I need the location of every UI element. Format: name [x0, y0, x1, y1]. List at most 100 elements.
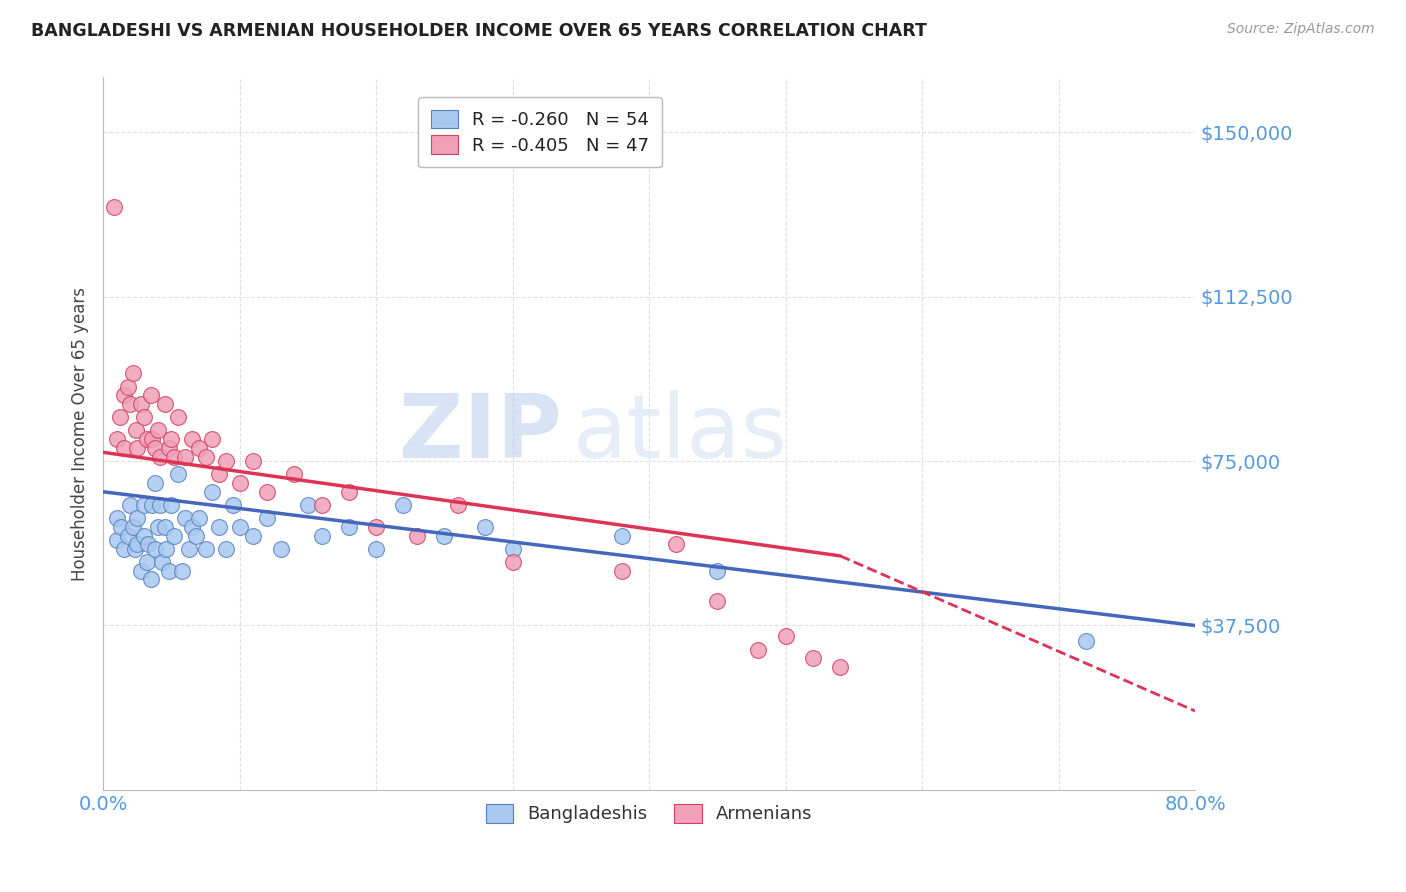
Point [112, 388, 135, 402]
Point [149, 450, 172, 464]
Point [117, 379, 139, 393]
Point [127, 441, 149, 455]
Point [174, 450, 197, 464]
Text: BANGLADESHI VS ARMENIAN HOUSEHOLDER INCOME OVER 65 YEARS CORRELATION CHART: BANGLADESHI VS ARMENIAN HOUSEHOLDER INCO… [31, 22, 927, 40]
Point [112, 541, 135, 556]
Point [120, 498, 142, 512]
Point [117, 528, 139, 542]
Point [112, 441, 135, 455]
Point [180, 520, 202, 534]
Point [366, 520, 388, 534]
Point [163, 528, 186, 542]
Point [160, 432, 183, 446]
Point [187, 511, 209, 525]
Legend: Bangladeshis, Armenians: Bangladeshis, Armenians [475, 793, 824, 834]
Point [297, 498, 319, 512]
Point [105, 533, 128, 547]
Point [337, 484, 360, 499]
Point [153, 520, 176, 534]
Point [747, 642, 769, 657]
Point [143, 441, 166, 455]
Point [215, 541, 238, 556]
Point [311, 498, 333, 512]
Point [131, 397, 153, 411]
Point [311, 528, 333, 542]
Point [201, 432, 224, 446]
Point [143, 475, 166, 490]
Point [392, 498, 415, 512]
Point [337, 520, 360, 534]
Point [157, 564, 180, 578]
Point [283, 467, 305, 482]
Point [108, 410, 131, 425]
Point [228, 520, 250, 534]
Point [208, 467, 231, 482]
Point [706, 564, 728, 578]
Point [122, 520, 145, 534]
Point [801, 651, 824, 665]
Point [132, 498, 155, 512]
Point [366, 541, 388, 556]
Point [222, 498, 245, 512]
Point [474, 520, 496, 534]
Point [172, 564, 194, 578]
Point [830, 660, 852, 674]
Point [141, 498, 163, 512]
Point [610, 564, 633, 578]
Point [135, 555, 157, 569]
Point [502, 541, 524, 556]
Point [242, 528, 264, 542]
Point [610, 528, 633, 542]
Point [201, 484, 224, 499]
Point [665, 537, 688, 551]
Point [155, 541, 177, 556]
Point [160, 498, 183, 512]
Point [163, 450, 186, 464]
Point [136, 537, 159, 551]
Point [153, 397, 176, 411]
Point [180, 432, 202, 446]
Point [228, 475, 250, 490]
Point [270, 541, 292, 556]
Point [139, 388, 162, 402]
Point [132, 410, 155, 425]
Point [194, 450, 217, 464]
Text: ZIP: ZIP [399, 390, 562, 477]
Point [150, 555, 173, 569]
Point [215, 454, 238, 468]
Point [131, 564, 153, 578]
Point [406, 528, 429, 542]
Point [122, 367, 145, 381]
Point [135, 432, 157, 446]
Point [502, 555, 524, 569]
Point [110, 520, 132, 534]
Point [127, 537, 149, 551]
Point [187, 441, 209, 455]
Point [706, 594, 728, 608]
Point [167, 467, 190, 482]
Point [143, 541, 166, 556]
Point [157, 441, 180, 455]
Point [124, 541, 146, 556]
Point [194, 541, 217, 556]
Point [433, 528, 456, 542]
Point [139, 573, 162, 587]
Point [167, 410, 190, 425]
Point [775, 630, 797, 644]
Point [149, 498, 172, 512]
Point [120, 397, 142, 411]
Point [132, 528, 155, 542]
Point [105, 511, 128, 525]
Point [127, 511, 149, 525]
Point [256, 484, 278, 499]
Point [447, 498, 470, 512]
Text: Source: ZipAtlas.com: Source: ZipAtlas.com [1227, 22, 1375, 37]
Point [184, 528, 207, 542]
Point [146, 520, 169, 534]
Point [256, 511, 278, 525]
Point [141, 432, 163, 446]
Point [105, 432, 128, 446]
Point [179, 541, 201, 556]
Text: atlas: atlas [572, 390, 787, 477]
Point [208, 520, 231, 534]
